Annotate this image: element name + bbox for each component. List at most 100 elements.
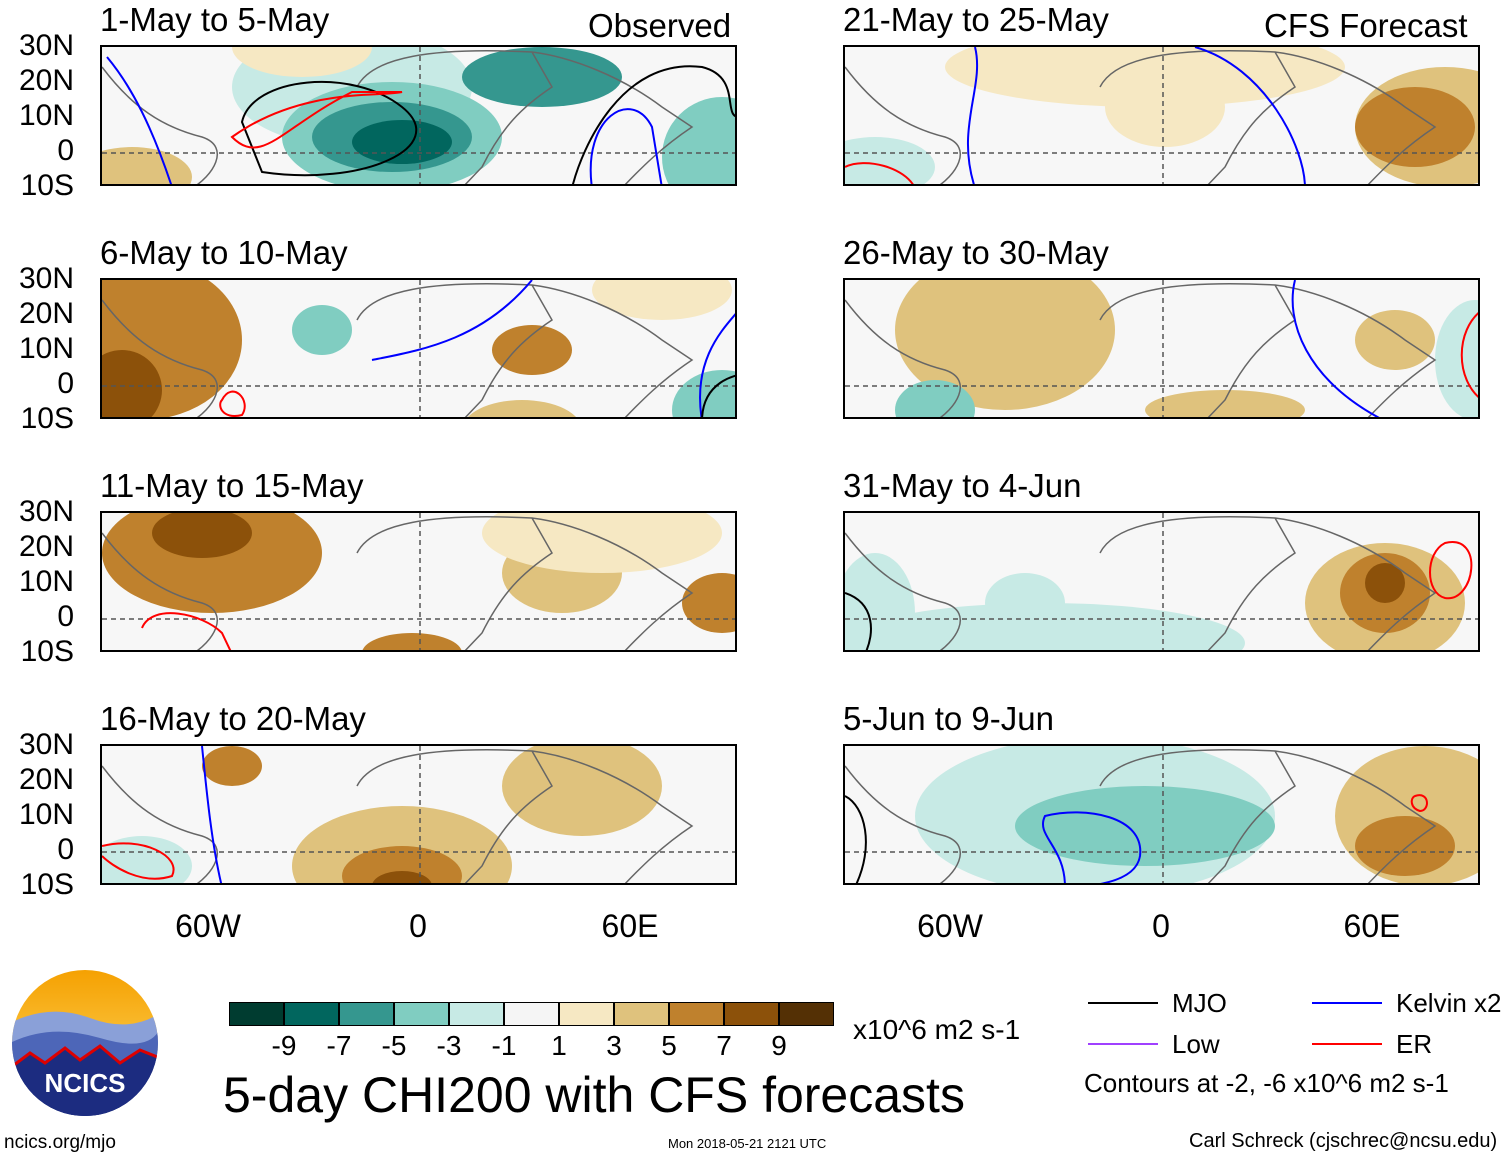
contour-line [572, 65, 735, 184]
colorbar-swatch [669, 1002, 724, 1026]
contour-line [701, 374, 735, 417]
colorbar-swatch [724, 1002, 779, 1026]
map-panel [843, 744, 1480, 885]
contour-line [141, 612, 232, 650]
panel-title: 16-May to 20-May [100, 700, 366, 737]
colorbar-swatch [284, 1002, 339, 1026]
contour-line [219, 390, 246, 417]
coastlines [845, 283, 1437, 417]
lat-tick-label: 10N [18, 332, 74, 365]
contour-line [1429, 541, 1473, 600]
lat-tick-label: 30N [18, 728, 74, 761]
anomaly-region [372, 871, 432, 883]
contour-line [699, 313, 735, 417]
anomaly-region [362, 633, 462, 650]
panel-title: 31-May to 4-Jun [843, 467, 1082, 504]
map-panel [843, 511, 1480, 652]
map-panel [843, 278, 1480, 419]
anomaly-region [152, 513, 252, 558]
author: Carl Schreck (cjschrec@ncsu.edu) [1189, 1130, 1498, 1152]
anomaly-region [662, 97, 735, 184]
map-field [845, 47, 1478, 184]
coastlines [102, 516, 694, 650]
contour-line [230, 91, 403, 149]
map-panel [100, 45, 737, 186]
map-field [102, 280, 735, 417]
panel-title: 26-May to 30-May [843, 234, 1109, 271]
contour-line [589, 108, 663, 184]
lat-tick-label: 20N [18, 297, 74, 330]
site-link[interactable]: ncics.org/mjo [4, 1132, 116, 1153]
lon-tick-label: 0 [1152, 908, 1170, 944]
lat-tick-label: 0 [57, 600, 74, 633]
lat-tick-label: 10S [20, 635, 74, 668]
anomaly-region [592, 280, 732, 320]
contour-line [967, 47, 979, 184]
anomaly-region [1145, 390, 1305, 417]
contour-line [1042, 811, 1142, 883]
lat-tick-label: 0 [57, 134, 74, 167]
anomaly-region [202, 746, 262, 786]
anomaly-region [1355, 87, 1475, 167]
anomaly-region [682, 573, 735, 633]
map-field [845, 513, 1478, 650]
anomaly-region [292, 806, 512, 883]
colorbar-tick-label: 9 [771, 1030, 787, 1061]
colorbar-tick-label: 3 [606, 1030, 622, 1061]
map-field [102, 47, 735, 184]
colorbar-tick-label: -5 [381, 1030, 407, 1061]
lat-tick-label: 20N [18, 763, 74, 796]
anomaly-region [342, 846, 462, 883]
lat-tick-label: 20N [18, 530, 74, 563]
coastlines [102, 283, 694, 417]
anomaly-region [102, 350, 162, 417]
map-field [102, 513, 735, 650]
logo: NCICS [10, 968, 160, 1118]
legend-line [1312, 1002, 1382, 1004]
anomaly-region [232, 47, 372, 77]
colorbar-swatch [229, 1002, 284, 1026]
colorbar-swatch [614, 1002, 669, 1026]
map-panel [100, 278, 737, 419]
contour-line [106, 56, 173, 184]
panel-title: 11-May to 15-May [100, 467, 364, 504]
lat-tick-label: 10S [20, 169, 74, 202]
colorbar-tick-label: -3 [436, 1030, 462, 1061]
lon-tick-label: 60W [917, 908, 983, 944]
contour-line [1410, 794, 1428, 813]
lon-tick-label: 60E [1343, 908, 1401, 944]
timestamp: Mon 2018-05-21 2121 UTC [668, 1136, 827, 1151]
colorbar-swatch [339, 1002, 394, 1026]
coastlines [845, 516, 1437, 650]
legend-label: ER [1396, 1029, 1433, 1059]
anomaly-region [492, 325, 572, 375]
legend-line [1088, 1043, 1158, 1045]
legend-label: MJO [1172, 988, 1227, 1018]
contour-line [845, 162, 914, 184]
units-label: x10^6 m2 s-1 [853, 1014, 1021, 1045]
contours-note: Contours at -2, -6 x10^6 m2 s-1 [1084, 1068, 1449, 1098]
panel-title: 6-May to 10-May [100, 234, 348, 271]
coastlines [102, 50, 694, 184]
colorbar-tick-label: -7 [326, 1030, 352, 1061]
coastlines [845, 749, 1437, 883]
colorbar-swatch [449, 1002, 504, 1026]
main-title: 5-day CHI200 with CFS forecasts [223, 1067, 965, 1123]
anomaly-region [1355, 816, 1455, 876]
anomaly-region [845, 603, 1245, 650]
anomaly-region [482, 513, 722, 573]
lon-tick-label: 60W [175, 908, 241, 944]
contour-line [102, 842, 175, 880]
contour-line [1460, 312, 1478, 398]
lat-tick-label: 0 [57, 833, 74, 866]
legend-line [1088, 1002, 1158, 1004]
contour-line [1194, 47, 1306, 184]
anomaly-region [352, 120, 452, 164]
lat-tick-label: 10N [18, 565, 74, 598]
map-field [845, 280, 1478, 417]
lat-tick-label: 30N [18, 495, 74, 528]
legend-label: Low [1172, 1029, 1220, 1059]
anomaly-region [672, 370, 735, 417]
colorbar-tick-label: 1 [551, 1030, 567, 1061]
anomaly-region [1015, 786, 1275, 866]
